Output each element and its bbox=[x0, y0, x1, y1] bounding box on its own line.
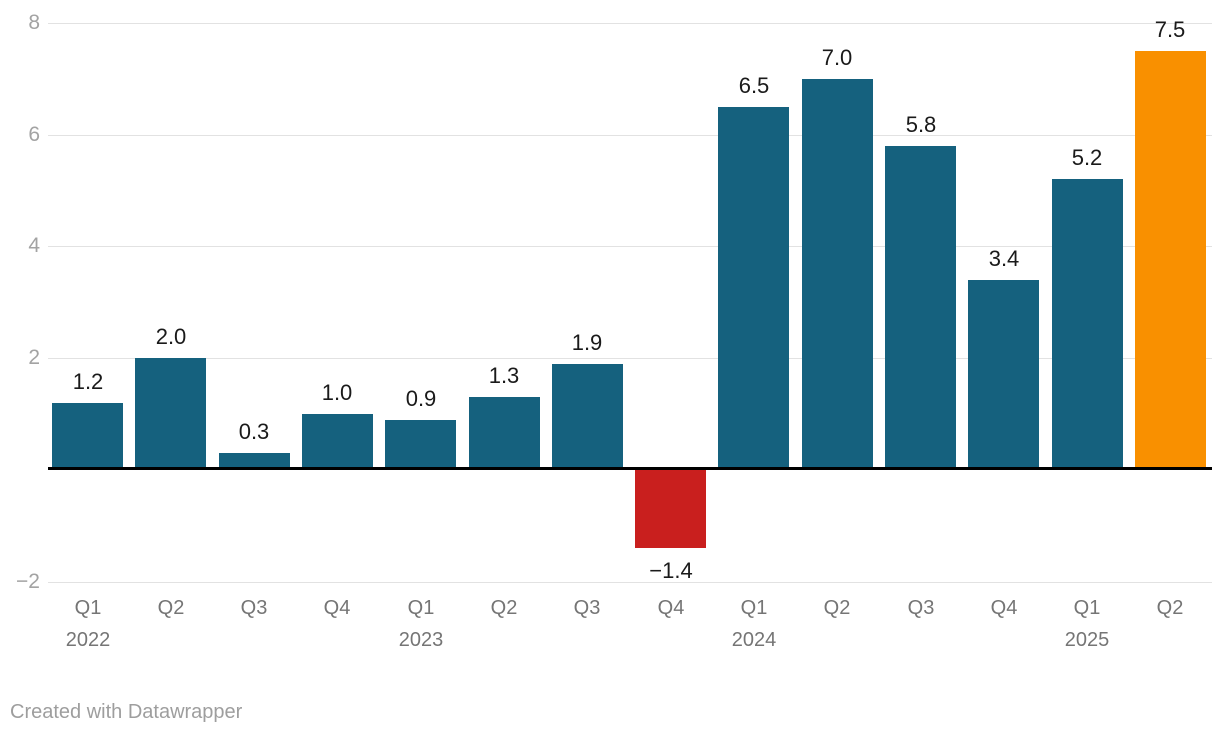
value-label: 7.5 bbox=[1154, 17, 1186, 42]
value-label: 7.0 bbox=[821, 45, 853, 70]
value-label: 3.4 bbox=[988, 246, 1020, 271]
y-tick-label: 4 bbox=[28, 234, 40, 257]
x-tick-label-Q12024: Q1 2024 bbox=[731, 597, 777, 651]
datawrapper-credit: Created with Datawrapper bbox=[10, 701, 243, 723]
bar-Q4 bbox=[968, 280, 1039, 470]
value-label: 1.2 bbox=[72, 369, 104, 394]
gridline-4 bbox=[48, 246, 1212, 247]
y-tick-label: 8 bbox=[28, 11, 40, 34]
bar-Q12025 bbox=[1052, 179, 1123, 470]
value-label: 0.3 bbox=[238, 419, 270, 444]
x-tick-label-Q3: Q3 bbox=[573, 597, 601, 619]
value-label: 5.8 bbox=[905, 112, 937, 137]
value-label: −1.4 bbox=[649, 558, 693, 583]
bar-Q12024 bbox=[718, 107, 789, 470]
value-label: 0.9 bbox=[405, 386, 437, 411]
bar-Q12022 bbox=[52, 403, 123, 470]
bar-Q12023 bbox=[385, 420, 456, 470]
x-tick-label-Q2: Q2 bbox=[1156, 597, 1184, 619]
bar-Q4 bbox=[635, 470, 706, 548]
y-tick-label: −2 bbox=[16, 570, 40, 593]
x-tick-label-Q12023: Q1 2023 bbox=[398, 597, 444, 651]
value-label: 5.2 bbox=[1071, 145, 1103, 170]
x-tick-label-Q3: Q3 bbox=[907, 597, 935, 619]
gridline-8 bbox=[48, 23, 1212, 24]
gridline-6 bbox=[48, 135, 1212, 136]
x-tick-label-Q2: Q2 bbox=[823, 597, 851, 619]
x-tick-label-Q12022: Q1 2022 bbox=[65, 597, 111, 651]
x-tick-label-Q4: Q4 bbox=[990, 597, 1018, 619]
x-tick-label-Q4: Q4 bbox=[657, 597, 685, 619]
bar-Q2 bbox=[1135, 51, 1206, 470]
bar-Q2 bbox=[802, 79, 873, 470]
bar-Q3 bbox=[552, 364, 623, 470]
bar-Q4 bbox=[302, 414, 373, 470]
value-label: 6.5 bbox=[738, 73, 770, 98]
bar-Q2 bbox=[135, 358, 206, 470]
x-tick-label-Q2: Q2 bbox=[157, 597, 185, 619]
value-label: 1.9 bbox=[571, 330, 603, 355]
y-tick-label: 6 bbox=[28, 123, 40, 146]
gridline-−2 bbox=[48, 582, 1212, 583]
bar-Q3 bbox=[885, 146, 956, 470]
gridline-2 bbox=[48, 358, 1212, 359]
x-tick-label-Q2: Q2 bbox=[490, 597, 518, 619]
x-tick-label-Q4: Q4 bbox=[323, 597, 351, 619]
x-tick-label-Q3: Q3 bbox=[240, 597, 268, 619]
bar-Q3 bbox=[219, 453, 290, 470]
value-label: 2.0 bbox=[155, 324, 187, 349]
value-label: 1.3 bbox=[488, 363, 520, 388]
y-tick-label: 2 bbox=[28, 346, 40, 369]
bar-Q2 bbox=[469, 397, 540, 470]
x-axis-baseline bbox=[48, 467, 1212, 470]
value-label: 1.0 bbox=[321, 380, 353, 405]
x-tick-label-Q12025: Q1 2025 bbox=[1064, 597, 1110, 651]
